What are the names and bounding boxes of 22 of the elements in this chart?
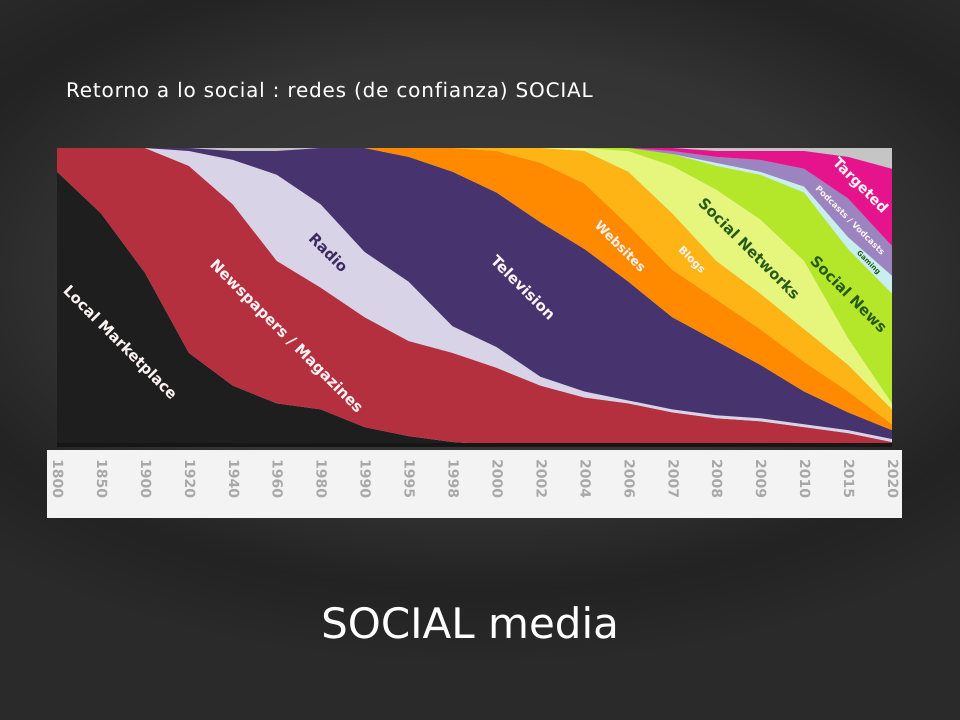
x-tick-label: 1900 [136, 459, 153, 498]
x-tick-label: 2002 [532, 459, 548, 498]
x-tick-label: 2000 [488, 459, 504, 498]
x-tick-label: 2008 [708, 459, 724, 498]
x-tick-label: 1998 [444, 459, 461, 498]
x-tick-label: 1980 [312, 459, 329, 498]
x-tick-label: 2006 [620, 459, 636, 498]
chart-subtitle: Retorno a lo social : redes (de confianza) SOCIAL [66, 78, 594, 102]
x-tick-label: 1940 [224, 459, 241, 498]
text: SOCIAL media [320, 599, 620, 648]
x-tick-label: 2009 [752, 459, 768, 498]
x-tick-label: 1800 [49, 459, 65, 498]
x-tick-label: 2010 [796, 459, 812, 498]
x-tick-label: 1995 [400, 459, 417, 498]
x-tick-label: 2007 [664, 459, 680, 498]
x-tick-label: 1960 [268, 459, 285, 498]
x-tick-label: 2020 [884, 459, 900, 498]
x-tick-label: 1850 [92, 459, 109, 498]
x-tick-label: 1920 [180, 459, 197, 498]
x-tick-label: 2015 [840, 459, 856, 498]
x-tick-label: 2004 [576, 459, 592, 498]
x-tick-label: 1990 [356, 459, 373, 498]
